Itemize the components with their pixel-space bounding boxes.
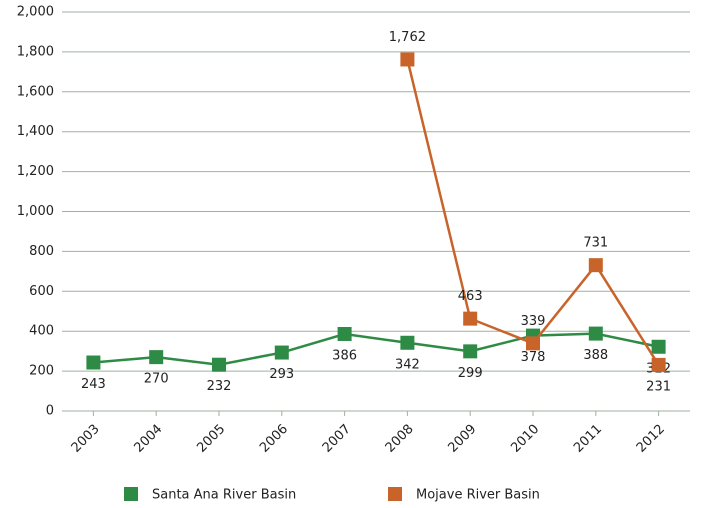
point-marker xyxy=(463,311,478,326)
x-tick-label: 2005 xyxy=(194,422,228,456)
data-label: 270 xyxy=(144,372,169,387)
x-tick-label: 2009 xyxy=(445,422,479,456)
x-tick-label: 2010 xyxy=(508,422,542,456)
data-label: 1,762 xyxy=(389,30,426,45)
point-marker xyxy=(86,355,101,370)
legend-swatch xyxy=(124,487,138,501)
point-marker xyxy=(463,344,478,359)
data-label: 299 xyxy=(458,366,483,381)
x-tick-label: 2012 xyxy=(634,422,668,456)
point-marker xyxy=(651,357,666,372)
data-label: 232 xyxy=(207,379,232,394)
data-label: 388 xyxy=(583,348,608,363)
y-tick-label: 1,800 xyxy=(17,44,54,59)
y-tick-label: 1,600 xyxy=(17,84,54,99)
point-marker xyxy=(588,258,603,273)
y-tick-label: 1,200 xyxy=(17,164,54,179)
data-label: 342 xyxy=(395,357,420,372)
y-tick-label: 200 xyxy=(29,364,54,379)
x-tick-label: 2004 xyxy=(131,422,165,456)
x-tick-label: 2007 xyxy=(320,422,354,456)
legend-label: Santa Ana River Basin xyxy=(152,488,296,503)
y-tick-label: 2,000 xyxy=(17,5,54,20)
y-tick-label: 400 xyxy=(29,324,54,339)
data-label: 378 xyxy=(521,350,546,365)
y-tick-label: 1,400 xyxy=(17,124,54,139)
point-marker xyxy=(588,326,603,341)
legend-swatch xyxy=(388,487,402,501)
point-marker xyxy=(400,52,415,67)
x-tick-label: 2006 xyxy=(257,422,291,456)
point-marker xyxy=(651,339,666,354)
point-marker xyxy=(149,350,164,365)
y-tick-label: 1,000 xyxy=(17,204,54,219)
data-label: 293 xyxy=(269,367,294,382)
data-label: 231 xyxy=(646,379,671,394)
data-label: 243 xyxy=(81,377,106,392)
data-label: 386 xyxy=(332,348,357,363)
series-line xyxy=(93,332,659,366)
point-marker xyxy=(212,357,226,372)
data-label: 339 xyxy=(521,314,546,329)
legend-label: Mojave River Basin xyxy=(416,488,540,503)
x-tick-label: 2008 xyxy=(383,422,417,456)
y-tick-label: 800 xyxy=(29,244,54,259)
x-tick-label: 2003 xyxy=(69,422,103,456)
point-marker xyxy=(274,345,289,360)
y-tick-label: 600 xyxy=(29,284,54,299)
point-marker xyxy=(337,326,352,341)
point-marker xyxy=(400,335,415,350)
data-label: 463 xyxy=(458,289,483,304)
y-tick-label: 0 xyxy=(46,404,54,419)
data-label: 731 xyxy=(583,236,608,251)
point-marker xyxy=(526,336,540,351)
x-tick-label: 2011 xyxy=(571,422,605,456)
